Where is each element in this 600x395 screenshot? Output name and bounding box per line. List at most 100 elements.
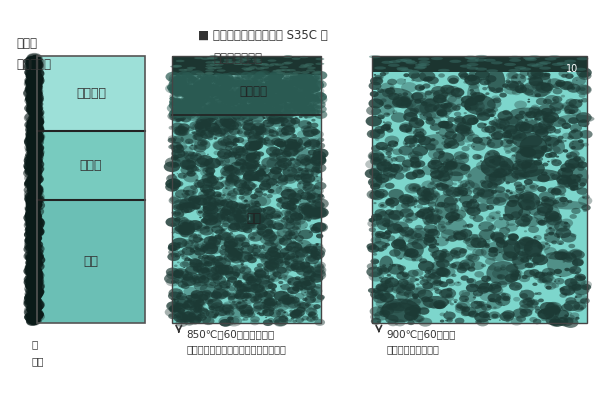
Ellipse shape <box>461 307 470 312</box>
Ellipse shape <box>266 107 275 113</box>
Ellipse shape <box>29 83 38 89</box>
Ellipse shape <box>232 84 234 85</box>
Ellipse shape <box>304 187 321 198</box>
Ellipse shape <box>568 179 575 184</box>
Ellipse shape <box>230 177 233 179</box>
Ellipse shape <box>236 202 248 211</box>
Ellipse shape <box>410 313 413 315</box>
Ellipse shape <box>515 216 531 226</box>
Ellipse shape <box>28 285 37 291</box>
Ellipse shape <box>495 123 501 127</box>
Ellipse shape <box>242 83 253 90</box>
Ellipse shape <box>178 90 185 95</box>
Ellipse shape <box>28 65 40 73</box>
Ellipse shape <box>520 174 525 177</box>
Ellipse shape <box>27 99 41 108</box>
Ellipse shape <box>31 96 38 100</box>
Ellipse shape <box>214 104 228 113</box>
Ellipse shape <box>242 175 254 182</box>
Ellipse shape <box>241 139 250 145</box>
Ellipse shape <box>257 169 266 175</box>
Ellipse shape <box>32 128 40 133</box>
Ellipse shape <box>32 317 38 321</box>
Ellipse shape <box>296 98 300 100</box>
Ellipse shape <box>178 292 182 294</box>
Ellipse shape <box>34 153 40 157</box>
Ellipse shape <box>293 98 308 108</box>
Ellipse shape <box>206 85 220 94</box>
Ellipse shape <box>27 134 43 144</box>
Ellipse shape <box>280 82 285 85</box>
Ellipse shape <box>29 247 34 250</box>
Ellipse shape <box>502 251 517 261</box>
Ellipse shape <box>185 266 199 275</box>
Ellipse shape <box>175 109 178 111</box>
Ellipse shape <box>31 97 34 99</box>
Ellipse shape <box>281 201 295 209</box>
Ellipse shape <box>428 149 445 159</box>
Ellipse shape <box>440 162 445 166</box>
Ellipse shape <box>31 167 37 171</box>
Ellipse shape <box>444 196 458 205</box>
Ellipse shape <box>388 94 390 95</box>
Ellipse shape <box>445 124 459 133</box>
Ellipse shape <box>281 111 288 117</box>
Ellipse shape <box>178 99 194 109</box>
Ellipse shape <box>542 162 548 166</box>
Ellipse shape <box>244 98 248 100</box>
Ellipse shape <box>32 312 42 318</box>
Ellipse shape <box>289 207 295 211</box>
Ellipse shape <box>313 114 317 117</box>
Ellipse shape <box>432 125 434 126</box>
Ellipse shape <box>25 281 39 290</box>
Ellipse shape <box>211 104 218 109</box>
Ellipse shape <box>28 120 39 127</box>
Ellipse shape <box>545 137 560 147</box>
Ellipse shape <box>382 124 391 130</box>
Ellipse shape <box>393 164 408 173</box>
Ellipse shape <box>280 111 286 116</box>
Ellipse shape <box>412 146 428 156</box>
Ellipse shape <box>266 194 273 198</box>
Ellipse shape <box>490 114 494 117</box>
Ellipse shape <box>488 250 498 257</box>
Ellipse shape <box>193 81 204 89</box>
Ellipse shape <box>486 108 491 112</box>
Ellipse shape <box>548 144 551 146</box>
Ellipse shape <box>28 92 44 103</box>
Ellipse shape <box>238 89 242 92</box>
Ellipse shape <box>30 287 44 297</box>
Ellipse shape <box>424 221 430 225</box>
Ellipse shape <box>191 90 207 101</box>
Ellipse shape <box>408 238 419 245</box>
Ellipse shape <box>299 116 303 118</box>
Ellipse shape <box>545 228 556 234</box>
Ellipse shape <box>34 127 40 131</box>
Ellipse shape <box>26 134 40 143</box>
Ellipse shape <box>175 144 184 149</box>
Ellipse shape <box>175 225 186 232</box>
Ellipse shape <box>277 241 281 245</box>
Ellipse shape <box>189 102 202 111</box>
Ellipse shape <box>521 214 533 222</box>
Ellipse shape <box>218 192 226 198</box>
Ellipse shape <box>464 102 477 111</box>
Ellipse shape <box>177 315 181 318</box>
Ellipse shape <box>279 91 289 98</box>
Ellipse shape <box>538 308 554 319</box>
Ellipse shape <box>565 109 573 115</box>
Ellipse shape <box>470 301 483 309</box>
Ellipse shape <box>219 148 223 150</box>
Ellipse shape <box>32 271 41 276</box>
Ellipse shape <box>200 109 208 115</box>
Ellipse shape <box>571 167 574 168</box>
Ellipse shape <box>284 86 295 93</box>
Ellipse shape <box>388 211 401 219</box>
Ellipse shape <box>205 69 214 71</box>
Ellipse shape <box>388 305 390 306</box>
Ellipse shape <box>220 108 236 118</box>
Ellipse shape <box>247 244 262 254</box>
Ellipse shape <box>304 266 311 270</box>
Ellipse shape <box>28 271 43 281</box>
Ellipse shape <box>422 276 431 282</box>
